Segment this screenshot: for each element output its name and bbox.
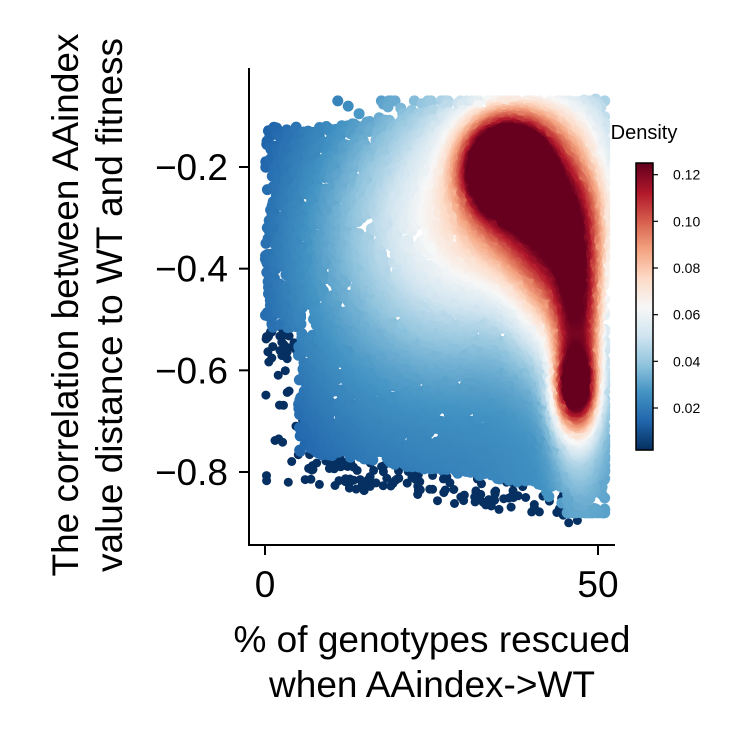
scatter-point [261, 390, 271, 400]
scatter-point [282, 387, 292, 397]
scatter-point [365, 472, 375, 482]
scatter-point [402, 478, 412, 488]
scatter-point [349, 475, 359, 485]
scatter-point [494, 504, 504, 514]
scatter-point [277, 337, 287, 347]
scatter-point [425, 484, 435, 494]
scatter-point [490, 495, 500, 505]
scatter-point [353, 108, 365, 120]
scatter-point [264, 357, 274, 367]
scatter-point [371, 478, 381, 488]
scatter-point [572, 516, 582, 525]
scatter-point [477, 479, 486, 489]
scatter-point [438, 474, 448, 484]
scatter-point [504, 493, 514, 503]
scatter-point [471, 486, 481, 496]
scatter-point [304, 463, 314, 473]
scatter-point [450, 499, 459, 508]
scatter-point [490, 487, 500, 497]
scatter-point [273, 370, 283, 380]
scatter-point [534, 507, 544, 517]
scatter-point [471, 494, 481, 503]
scatter-point [342, 100, 354, 112]
scatter-point [287, 457, 297, 466]
scatter-point [306, 474, 316, 484]
scatter-point [332, 95, 344, 107]
scatter-point [314, 479, 324, 489]
scatter-point [449, 485, 459, 494]
scatter-point [283, 477, 293, 487]
scatter-point [324, 464, 334, 473]
scatter-point [521, 493, 531, 502]
scatter-point [340, 461, 350, 470]
scatter-point [357, 480, 367, 490]
scatter-point [349, 462, 358, 472]
scatter-point [377, 462, 387, 472]
scatter-points [259, 93, 611, 528]
scatter-point [280, 366, 290, 376]
scatter-point [279, 400, 288, 410]
scatter-point [513, 491, 523, 501]
scatter-point [262, 476, 272, 486]
scatter-point [282, 175, 294, 187]
scatter-point [440, 485, 450, 495]
scatter-point [378, 481, 388, 491]
scatter-point [282, 354, 292, 364]
scatter-point [564, 518, 574, 528]
scatter-point [506, 502, 516, 512]
scatter-point [543, 491, 555, 502]
scatter-point [278, 437, 288, 447]
scatter-point [263, 347, 273, 357]
scatter-point [481, 499, 491, 508]
scatter-point [392, 474, 402, 484]
scatter-point [260, 161, 272, 173]
scatter-point [459, 490, 469, 500]
scatter-point [341, 474, 350, 484]
scatter-point [445, 478, 455, 488]
scatter-point [415, 485, 425, 495]
scatter-point [433, 496, 442, 506]
